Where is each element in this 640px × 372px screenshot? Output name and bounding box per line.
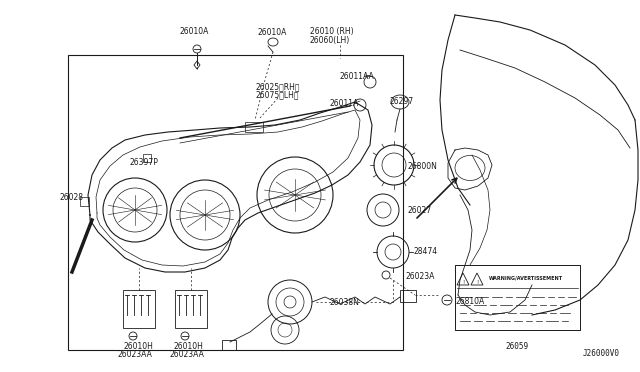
- Bar: [123, 290, 155, 328]
- Text: 26010H: 26010H: [173, 342, 203, 351]
- Bar: [222, 340, 236, 350]
- Text: 26011A: 26011A: [330, 99, 359, 108]
- Text: 26010 (RH): 26010 (RH): [310, 27, 354, 36]
- Text: 26075〈LH〉: 26075〈LH〉: [255, 90, 298, 99]
- Text: 26010A: 26010A: [257, 28, 286, 37]
- Text: !: !: [462, 279, 464, 285]
- Bar: [80, 197, 89, 206]
- Text: 26810A: 26810A: [456, 297, 485, 306]
- Text: 26023AA: 26023AA: [118, 350, 153, 359]
- Text: 26011AA: 26011AA: [340, 72, 375, 81]
- Text: 26397P: 26397P: [130, 158, 159, 167]
- Text: 26027: 26027: [407, 206, 431, 215]
- Text: 26023AA: 26023AA: [170, 350, 205, 359]
- Text: 28474: 28474: [413, 247, 437, 256]
- Bar: [175, 290, 207, 328]
- Text: 26297: 26297: [390, 97, 414, 106]
- Text: !: !: [476, 279, 478, 285]
- Bar: [143, 154, 151, 162]
- Bar: [245, 122, 263, 132]
- Text: 26038N: 26038N: [330, 298, 360, 307]
- Bar: [68, 55, 403, 350]
- Bar: [400, 290, 416, 302]
- Text: 26060(LH): 26060(LH): [310, 36, 350, 45]
- Text: WARNING/AVERTISSEMENT: WARNING/AVERTISSEMENT: [489, 275, 563, 280]
- Text: 26025〈RH〉: 26025〈RH〉: [255, 82, 300, 91]
- Text: 26010H: 26010H: [123, 342, 153, 351]
- Text: 26023A: 26023A: [405, 272, 435, 281]
- Text: 26028: 26028: [59, 193, 83, 202]
- Text: 26800N: 26800N: [408, 162, 438, 171]
- Text: 26059: 26059: [506, 342, 529, 351]
- Text: 26010A: 26010A: [179, 27, 209, 36]
- Text: J26000V0: J26000V0: [583, 349, 620, 358]
- Bar: [455, 265, 580, 330]
